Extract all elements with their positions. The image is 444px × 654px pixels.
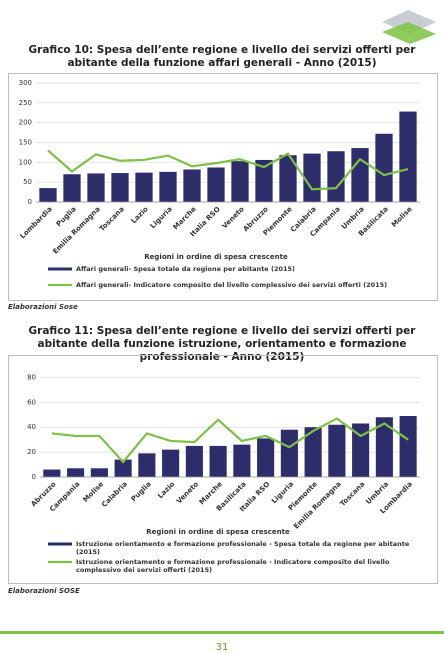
x-tick-label: Toscana [339,480,367,508]
y-tick-label: 200 [19,119,32,127]
y-tick-label: 80 [27,373,36,381]
chart-title: Grafico 10: Spesa dell’ente regione e li… [28,44,416,69]
bar [39,188,57,202]
bar [375,133,393,202]
y-tick-label: 300 [19,79,32,87]
bar [111,173,129,202]
chart: 0 50 100 150 200 250 300 Lombardia PugliaEmilia … [8,73,438,301]
y-tick-label: 250 [19,99,32,107]
x-tick-label: Liguria [149,205,174,230]
bar [303,153,321,202]
x-tick-label: Emilia Romagna [51,205,102,256]
chart-frame [8,355,438,584]
x-tick-label: Calabria [100,480,129,509]
bar [87,173,105,202]
chart-title: Grafico 11: Spesa dell’ente regione e li… [28,325,416,363]
legend-label: Affari generali- Indicatore composito de… [76,281,388,289]
x-tick-label: Veneto [175,480,200,505]
bar [138,453,156,477]
y-tick-label: 0 [32,473,36,481]
y-tick-label: 50 [23,178,32,186]
bar [183,169,201,202]
x-axis-label: Regioni in ordine di spesa crescente [146,528,290,536]
legend-entry: Affari generali- Indicatore composito de… [76,281,388,289]
legend-swatch [48,542,72,546]
x-tick-label: Molise [390,205,414,229]
legend-entry: Istruzione orientamento e formazione pro… [76,558,390,574]
bar [280,429,298,477]
y-tick-label: 20 [27,448,36,456]
legend-label: Istruzione orientamento e formazione pro… [76,540,410,556]
bar [375,417,393,477]
bar [135,172,153,202]
x-tick-label: Lazio [130,205,150,225]
bar [90,468,108,477]
legend-swatch [48,267,72,271]
page-number: 31 [215,642,229,653]
bar [328,424,346,477]
y-tick-label: 60 [27,398,36,406]
bar [162,449,180,477]
legend-entry: Istruzione orientamento e formazione pro… [76,540,410,556]
legend-label: Affari generali- Spesa totale da regione… [76,265,296,273]
chart-frame [8,73,438,301]
legend-label: Istruzione orientamento e formazione pro… [76,558,390,574]
y-tick-label: 40 [27,423,36,431]
x-axis-label: Regioni in ordine di spesa crescente [144,253,288,261]
bar [67,468,85,477]
legend-entry: Affari generali- Spesa totale da regione… [76,265,296,273]
x-tick-label: Puglia [55,205,78,228]
bar [327,151,345,202]
y-tick-label: 100 [19,158,32,166]
line [47,149,409,191]
bar [63,174,81,202]
bar [304,427,322,477]
x-tick-label: Lombardia [19,205,54,240]
bar [43,469,61,477]
x-tick-label: Puglia [130,480,153,503]
source-note: Elaborazioni Sose [8,303,78,311]
source-note: Elaborazioni SOSE [8,587,80,595]
bar [233,444,251,477]
footer-rule [0,631,444,634]
bar [159,171,177,202]
bar [114,459,132,477]
bar [185,445,203,477]
bar [209,445,227,477]
bar [352,423,370,477]
bar [279,155,297,202]
x-tick-label: Lazio [156,480,176,500]
bar [351,148,369,202]
bar [399,416,417,477]
y-tick-label: 0 [28,198,32,206]
x-tick-label: Emilia Romagna [292,480,343,531]
y-tick-label: 150 [19,139,32,147]
bar [255,159,273,202]
line [51,417,409,464]
bar [399,111,417,202]
bar [231,161,249,202]
bar [207,167,225,202]
logo [382,10,436,44]
x-tick-label: Toscana [98,205,126,233]
bar [257,438,275,477]
x-tick-label: Molise [82,480,106,504]
